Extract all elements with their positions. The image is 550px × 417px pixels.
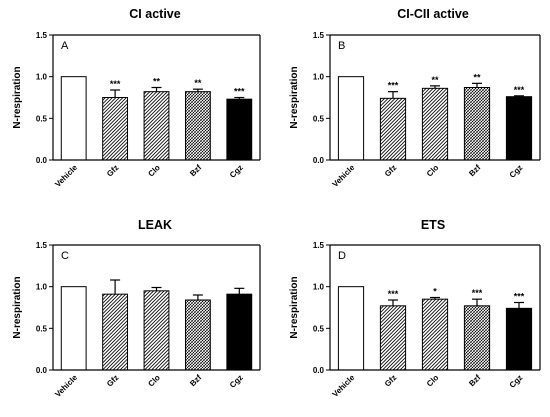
chart-panel-a: CI active A N-respiration 0.0 0.5 1.0 1.5 Vehic… <box>12 7 261 189</box>
x-tick-label: Bzf <box>467 163 482 178</box>
x-tick-label: Gfz <box>383 373 398 388</box>
x-tick-label: Gfz <box>383 163 398 178</box>
y-tick-label: 1.0 <box>313 73 325 82</box>
x-tick-label: Clo <box>425 373 441 389</box>
y-tick-label: 1.0 <box>36 283 48 292</box>
significance-label: *** <box>388 81 399 91</box>
y-tick-label: 0.0 <box>313 156 325 165</box>
significance-label: *** <box>388 289 399 299</box>
x-tick-label: Cgz <box>228 373 245 390</box>
bar-clo <box>143 91 170 161</box>
bar-vehicle <box>337 76 365 161</box>
significance-label: * <box>433 287 437 297</box>
bar-bzf <box>184 91 211 161</box>
x-tick-label: Clo <box>146 163 162 179</box>
y-tick-label: 0.0 <box>36 366 48 375</box>
panel-label: A <box>61 40 69 52</box>
y-tick-label: 1.5 <box>313 241 325 250</box>
bar-vehicle <box>60 286 87 371</box>
y-axis-label: N-respiration <box>12 276 23 338</box>
x-tick-label: Clo <box>425 163 441 179</box>
bar-bzf <box>463 305 491 371</box>
x-tick-label: Vehicle <box>53 163 79 189</box>
bar-vehicle <box>337 286 365 371</box>
significance-label: ** <box>473 72 481 82</box>
significance-label: *** <box>110 79 121 89</box>
bar-cgz <box>226 98 253 161</box>
chart-title: CI-CII active <box>397 7 469 21</box>
bar-gfz <box>379 305 407 371</box>
bar-cgz <box>226 293 253 371</box>
significance-label: *** <box>514 85 525 95</box>
panel-label: D <box>338 250 346 262</box>
y-tick-label: 1.5 <box>36 241 48 250</box>
bar-vehicle <box>60 76 87 161</box>
x-tick-label: Cgz <box>228 163 245 180</box>
y-tick-label: 1.5 <box>313 31 325 40</box>
panel-label: B <box>338 40 345 52</box>
y-tick-label: 0.5 <box>36 324 48 333</box>
y-tick-label: 0.5 <box>313 324 325 333</box>
y-tick-label: 1.5 <box>36 31 48 40</box>
bar-bzf <box>184 299 211 371</box>
x-tick-label: Vehicle <box>331 373 357 399</box>
significance-label: *** <box>514 292 525 302</box>
bar-cgz <box>505 307 533 371</box>
chart-title: LEAK <box>138 218 172 232</box>
y-tick-label: 1.0 <box>36 73 48 82</box>
panel-label: C <box>61 250 69 262</box>
x-tick-label: Gfz <box>105 163 120 178</box>
y-axis-label: N-respiration <box>12 66 23 128</box>
bar-gfz <box>102 97 129 161</box>
chart-panel-b: CI-CII active B N-respiration 0.0 0.5 1.0 1.5 V… <box>289 7 541 189</box>
significance-label: *** <box>234 87 245 97</box>
significance-label: ** <box>194 78 202 88</box>
significance-label: ** <box>153 77 161 87</box>
y-tick-label: 1.0 <box>313 283 325 292</box>
bar-bzf <box>463 87 491 161</box>
bar-gfz <box>102 293 129 371</box>
x-tick-label: Clo <box>146 373 162 389</box>
x-tick-label: Vehicle <box>331 163 357 189</box>
x-tick-label: Bzf <box>188 163 203 178</box>
x-tick-label: Gfz <box>105 373 120 388</box>
x-tick-label: Cgz <box>508 163 525 180</box>
bar-clo <box>421 298 449 371</box>
bar-clo <box>143 290 170 371</box>
y-tick-label: 0.5 <box>313 114 325 123</box>
x-tick-label: Cgz <box>508 373 525 390</box>
x-tick-label: Bzf <box>467 373 482 388</box>
y-tick-label: 0.0 <box>36 156 48 165</box>
x-tick-label: Vehicle <box>53 373 79 399</box>
chart-title: ETS <box>421 218 445 232</box>
y-axis-label: N-respiration <box>289 66 300 128</box>
significance-label: *** <box>472 288 483 298</box>
bar-cgz <box>505 96 533 161</box>
bar-gfz <box>379 97 407 161</box>
chart-panel-c: LEAK C N-respiration 0.0 0.5 1.0 1.5 Vehicle Gfz… <box>12 218 261 399</box>
y-tick-label: 0.5 <box>36 114 48 123</box>
significance-label: ** <box>431 75 439 85</box>
y-axis-label: N-respiration <box>289 276 300 338</box>
y-tick-label: 0.0 <box>313 366 325 375</box>
chart-panel-d: ETS D N-respiration 0.0 0.5 1.0 1.5 Vehicle *** G… <box>289 218 541 399</box>
x-tick-label: Bzf <box>188 373 203 388</box>
bar-clo <box>421 87 449 161</box>
chart-title: CI active <box>129 7 180 21</box>
